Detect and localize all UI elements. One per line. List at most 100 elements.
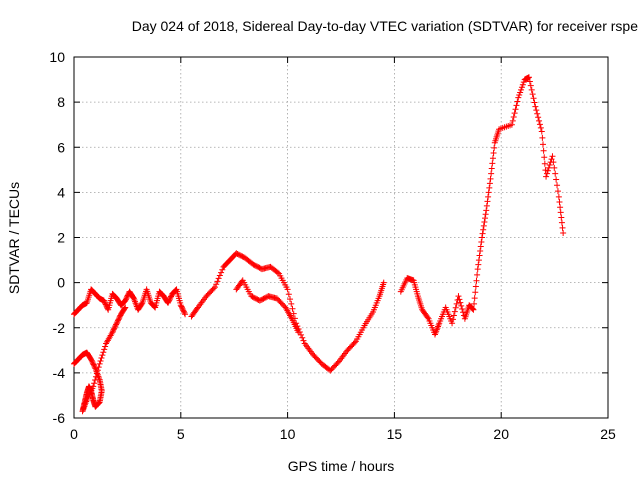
data-point <box>98 355 105 362</box>
x-tick-label: 25 <box>600 426 616 442</box>
data-point <box>122 296 129 303</box>
data-point <box>95 364 102 371</box>
data-point <box>216 272 223 279</box>
data-point <box>90 383 97 390</box>
data-point <box>287 296 294 303</box>
data-point <box>519 81 526 88</box>
data-point <box>483 202 490 209</box>
y-tick-label: 8 <box>57 94 65 110</box>
data-point <box>218 269 225 276</box>
data-point <box>179 304 186 311</box>
data-point <box>88 357 95 364</box>
x-axis-label: GPS time / hours <box>288 458 395 474</box>
data-point <box>470 306 477 313</box>
data-point <box>482 211 489 218</box>
data-point <box>488 165 495 172</box>
data-point <box>526 78 533 85</box>
data-point <box>488 170 495 177</box>
y-axis-label: SDTVAR / TECUs <box>6 182 22 294</box>
data-point <box>94 367 101 374</box>
data-point <box>540 147 547 154</box>
data-point <box>180 307 187 314</box>
data-point <box>168 293 175 300</box>
data-point <box>100 297 107 304</box>
data-point <box>288 300 295 307</box>
data-point <box>469 305 476 312</box>
data-point <box>560 229 567 236</box>
series-upper-trace <box>71 286 189 318</box>
data-point <box>284 286 291 293</box>
data-point <box>487 175 494 182</box>
data-point <box>485 193 492 200</box>
data-point <box>535 114 542 121</box>
data-points <box>71 74 567 415</box>
data-point <box>558 219 565 226</box>
data-point <box>167 294 174 301</box>
series-mid-branch <box>233 277 302 336</box>
data-point <box>557 204 564 211</box>
data-point <box>475 261 482 268</box>
data-point <box>179 306 186 313</box>
data-point <box>213 281 220 288</box>
data-point <box>514 98 521 105</box>
data-point <box>295 329 302 336</box>
data-point <box>546 161 553 168</box>
data-point <box>551 164 558 171</box>
data-point <box>210 285 217 292</box>
data-point <box>485 189 492 196</box>
data-point <box>164 299 171 306</box>
data-point <box>537 124 544 131</box>
data-point <box>89 358 96 365</box>
data-point <box>489 155 496 162</box>
data-point <box>536 117 543 124</box>
data-point <box>181 309 188 316</box>
data-point <box>472 283 479 290</box>
data-point <box>486 184 493 191</box>
data-point <box>451 308 458 315</box>
data-point <box>452 304 459 311</box>
data-point <box>380 279 387 286</box>
data-point <box>510 113 517 120</box>
data-point <box>91 362 98 369</box>
data-point <box>529 91 536 98</box>
data-point <box>471 300 478 307</box>
data-point <box>450 312 457 319</box>
data-point <box>478 234 485 241</box>
data-point <box>114 317 121 324</box>
data-point <box>456 296 463 303</box>
series-late-section <box>397 74 567 338</box>
data-point <box>114 318 121 325</box>
data-point <box>109 329 116 336</box>
x-tick-label: 10 <box>280 426 296 442</box>
data-point <box>513 102 520 109</box>
data-point <box>121 305 128 312</box>
data-point <box>477 243 484 250</box>
chart-title: Day 024 of 2018, Sidereal Day-to-day VTE… <box>132 18 638 34</box>
data-point <box>289 305 296 312</box>
data-point <box>538 128 545 135</box>
data-point <box>177 302 184 309</box>
grid <box>74 57 608 418</box>
data-point <box>553 176 560 183</box>
data-point <box>449 320 456 327</box>
data-point <box>472 289 479 296</box>
data-point <box>166 297 173 304</box>
data-point <box>457 299 464 306</box>
data-point <box>104 305 111 312</box>
data-point <box>111 324 118 331</box>
data-point <box>211 284 218 291</box>
data-point <box>113 321 120 328</box>
data-point <box>489 160 496 167</box>
data-point <box>111 325 118 332</box>
data-point <box>116 315 123 322</box>
data-point <box>482 215 489 222</box>
data-point <box>123 295 130 302</box>
data-point <box>541 160 548 167</box>
y-tick-label: 4 <box>57 184 65 200</box>
data-point <box>516 92 523 99</box>
data-point <box>113 320 120 327</box>
data-point <box>180 308 187 315</box>
data-point <box>91 380 98 387</box>
data-point <box>509 117 516 124</box>
data-point <box>525 74 532 81</box>
